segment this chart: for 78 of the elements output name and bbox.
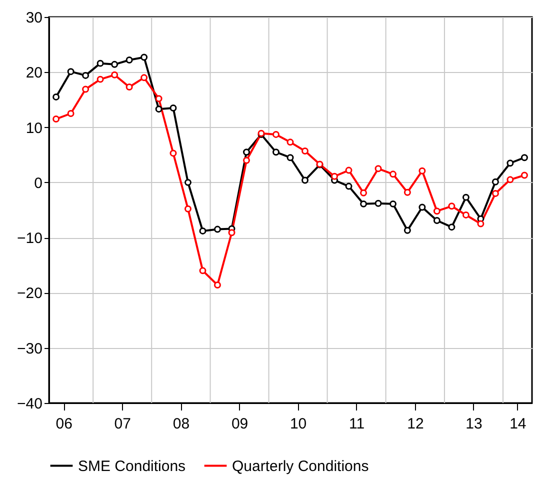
point bbox=[374, 200, 382, 207]
point bbox=[155, 95, 162, 102]
point bbox=[433, 208, 440, 215]
x-tick-label: 13 bbox=[466, 416, 482, 432]
point bbox=[331, 172, 338, 180]
point bbox=[302, 148, 308, 154]
point bbox=[199, 227, 206, 234]
point bbox=[96, 76, 104, 83]
point bbox=[184, 205, 192, 212]
point bbox=[228, 229, 236, 236]
point bbox=[462, 211, 470, 218]
point bbox=[140, 54, 148, 61]
point bbox=[520, 172, 528, 179]
y-tick-label: −40 bbox=[17, 396, 42, 412]
point bbox=[214, 282, 221, 288]
point bbox=[302, 176, 308, 184]
point bbox=[243, 156, 250, 164]
point bbox=[52, 93, 60, 100]
point bbox=[477, 220, 484, 228]
point bbox=[126, 56, 133, 64]
point bbox=[506, 176, 514, 184]
legend-label: SME Conditions bbox=[78, 458, 186, 475]
point bbox=[448, 224, 456, 231]
point bbox=[360, 189, 368, 196]
point bbox=[67, 68, 74, 76]
point bbox=[82, 86, 90, 93]
point bbox=[155, 106, 162, 113]
point bbox=[390, 200, 397, 208]
point bbox=[111, 60, 118, 68]
point bbox=[462, 194, 470, 201]
point bbox=[214, 226, 221, 233]
x-tick-label: 06 bbox=[56, 416, 72, 432]
point bbox=[506, 160, 514, 167]
point bbox=[433, 216, 440, 224]
point bbox=[82, 72, 90, 79]
point bbox=[286, 138, 294, 146]
y-tick-label: −20 bbox=[17, 285, 42, 302]
point bbox=[272, 130, 280, 138]
point bbox=[111, 71, 118, 78]
x-tick-label: 11 bbox=[349, 416, 365, 432]
point bbox=[67, 110, 74, 117]
point bbox=[52, 116, 60, 122]
x-tick-label: 08 bbox=[172, 416, 190, 432]
point bbox=[345, 182, 352, 190]
point bbox=[390, 170, 397, 178]
point bbox=[418, 204, 426, 211]
point bbox=[272, 148, 280, 156]
y-tick-label: −10 bbox=[17, 230, 42, 248]
point bbox=[126, 84, 133, 91]
y-tick-label: 30 bbox=[26, 10, 42, 26]
point bbox=[170, 150, 177, 157]
point bbox=[286, 154, 294, 162]
y-tick-label: 10 bbox=[26, 120, 42, 137]
y-tick-label: 0 bbox=[34, 174, 42, 192]
x-tick-label: 07 bbox=[114, 416, 131, 432]
point bbox=[404, 188, 411, 196]
x-tick-label: 10 bbox=[290, 416, 307, 432]
point bbox=[492, 190, 499, 197]
point bbox=[360, 200, 368, 208]
y-tick-label: 20 bbox=[26, 64, 42, 82]
point bbox=[96, 60, 104, 67]
point bbox=[418, 167, 426, 174]
x-tick-label: 12 bbox=[407, 416, 424, 432]
point bbox=[520, 154, 528, 162]
point bbox=[345, 166, 352, 174]
y-tick-label: −30 bbox=[17, 340, 42, 358]
x-tick-label: 14 bbox=[510, 416, 526, 432]
legend-label: Quarterly Conditions bbox=[232, 458, 369, 475]
point bbox=[492, 178, 499, 186]
point bbox=[404, 226, 411, 234]
point bbox=[199, 267, 206, 274]
x-tick-label: 09 bbox=[231, 416, 248, 432]
point bbox=[184, 178, 192, 186]
point bbox=[448, 202, 456, 210]
point bbox=[170, 104, 177, 112]
point bbox=[374, 165, 382, 172]
point bbox=[243, 148, 250, 156]
point bbox=[140, 74, 148, 82]
